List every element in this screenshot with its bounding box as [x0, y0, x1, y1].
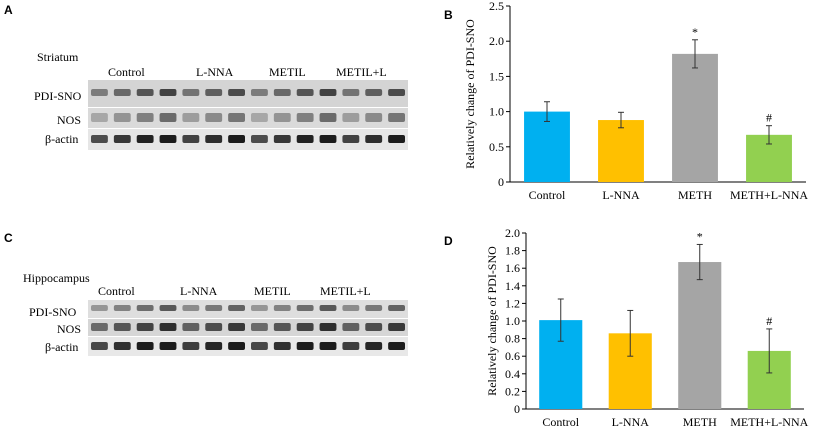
significance-mark: # — [766, 314, 772, 328]
bar — [598, 120, 644, 182]
panel-c-letter: C — [4, 231, 13, 245]
blot-c-lane-label: L-NNA — [180, 284, 218, 298]
panel-a-letter: A — [4, 3, 13, 17]
y-tick-label: 1.6 — [505, 261, 520, 275]
x-tick-label: Control — [542, 415, 579, 429]
x-tick-label: METH — [678, 188, 712, 202]
blot-a-row-label: β-actin — [45, 132, 79, 146]
y-tick-label: 0.8 — [505, 332, 520, 346]
y-tick-label: 0.4 — [505, 367, 520, 381]
blot-a-region-label: Striatum — [37, 50, 79, 64]
y-axis-label: Relatively change of PDI-SNO — [485, 246, 499, 396]
blot-a-lane-label: L-NNA — [196, 65, 234, 79]
blot-a-lane-label: Control — [108, 65, 145, 79]
y-tick-label: 2.0 — [505, 226, 520, 240]
blot-c-row-label: PDI-SNO — [29, 305, 77, 319]
significance-mark: # — [766, 111, 772, 125]
y-tick-label: 1.0 — [505, 314, 520, 328]
x-tick-label: L-NNA — [612, 415, 650, 429]
y-tick-label: 1.4 — [505, 279, 520, 293]
panel-d-letter: D — [444, 234, 453, 248]
blot-c-row-label: β-actin — [45, 340, 79, 354]
x-tick-label: METH — [683, 415, 717, 429]
x-tick-label: METH+L-NNA — [730, 188, 808, 202]
blot-a-lane-label: METIL — [269, 65, 306, 79]
bar — [678, 262, 722, 409]
chart-d: 0 0.2 0.4 0.6 0.8 1.0 1.2 1.4 1.6 1.8 2.0 Control L-… — [485, 226, 809, 429]
blot-a-row-label: PDI-SNO — [34, 89, 82, 103]
significance-mark: * — [697, 229, 703, 243]
y-tick-label: 1.8 — [505, 244, 520, 258]
blot-a-row-label: NOS — [57, 113, 82, 127]
y-tick-label: 1.2 — [505, 296, 520, 310]
blot-a-lane-label: METIL+L — [336, 65, 387, 79]
x-tick-label: Control — [529, 188, 566, 202]
y-tick-label: 0 — [498, 175, 504, 189]
y-tick-label: 0 — [514, 402, 520, 416]
y-tick-label: 2.5 — [489, 0, 504, 13]
blot-c-region-label: Hippocampus — [23, 271, 90, 285]
x-tick-label: METH+L-NNA — [730, 415, 808, 429]
significance-mark: * — [692, 25, 698, 39]
bar — [524, 111, 570, 182]
chart-b: 0 0.5 1.0 1.5 2.0 2.5 Control L-NNA * METH # METH+L… — [463, 0, 808, 202]
y-tick-label: 0.2 — [505, 384, 520, 398]
blot-c-lane-label: METIL — [254, 284, 291, 298]
y-tick-label: 0.5 — [489, 140, 504, 154]
y-tick-label: 1.0 — [489, 105, 504, 119]
y-tick-label: 0.6 — [505, 349, 520, 363]
y-tick-label: 2.0 — [489, 34, 504, 48]
blot-c-row-label: NOS — [57, 322, 82, 336]
panel-b-letter: B — [444, 8, 453, 22]
bar — [672, 53, 718, 182]
y-tick-label: 1.5 — [489, 69, 504, 83]
blot-c-lane-label: METIL+L — [320, 284, 371, 298]
x-tick-label: L-NNA — [602, 188, 640, 202]
y-axis-label: Relatively change of PDI-SNO — [463, 19, 477, 169]
blot-c-image — [88, 300, 408, 356]
blot-a-image — [88, 80, 408, 150]
blot-c-lane-label: Control — [98, 284, 135, 298]
